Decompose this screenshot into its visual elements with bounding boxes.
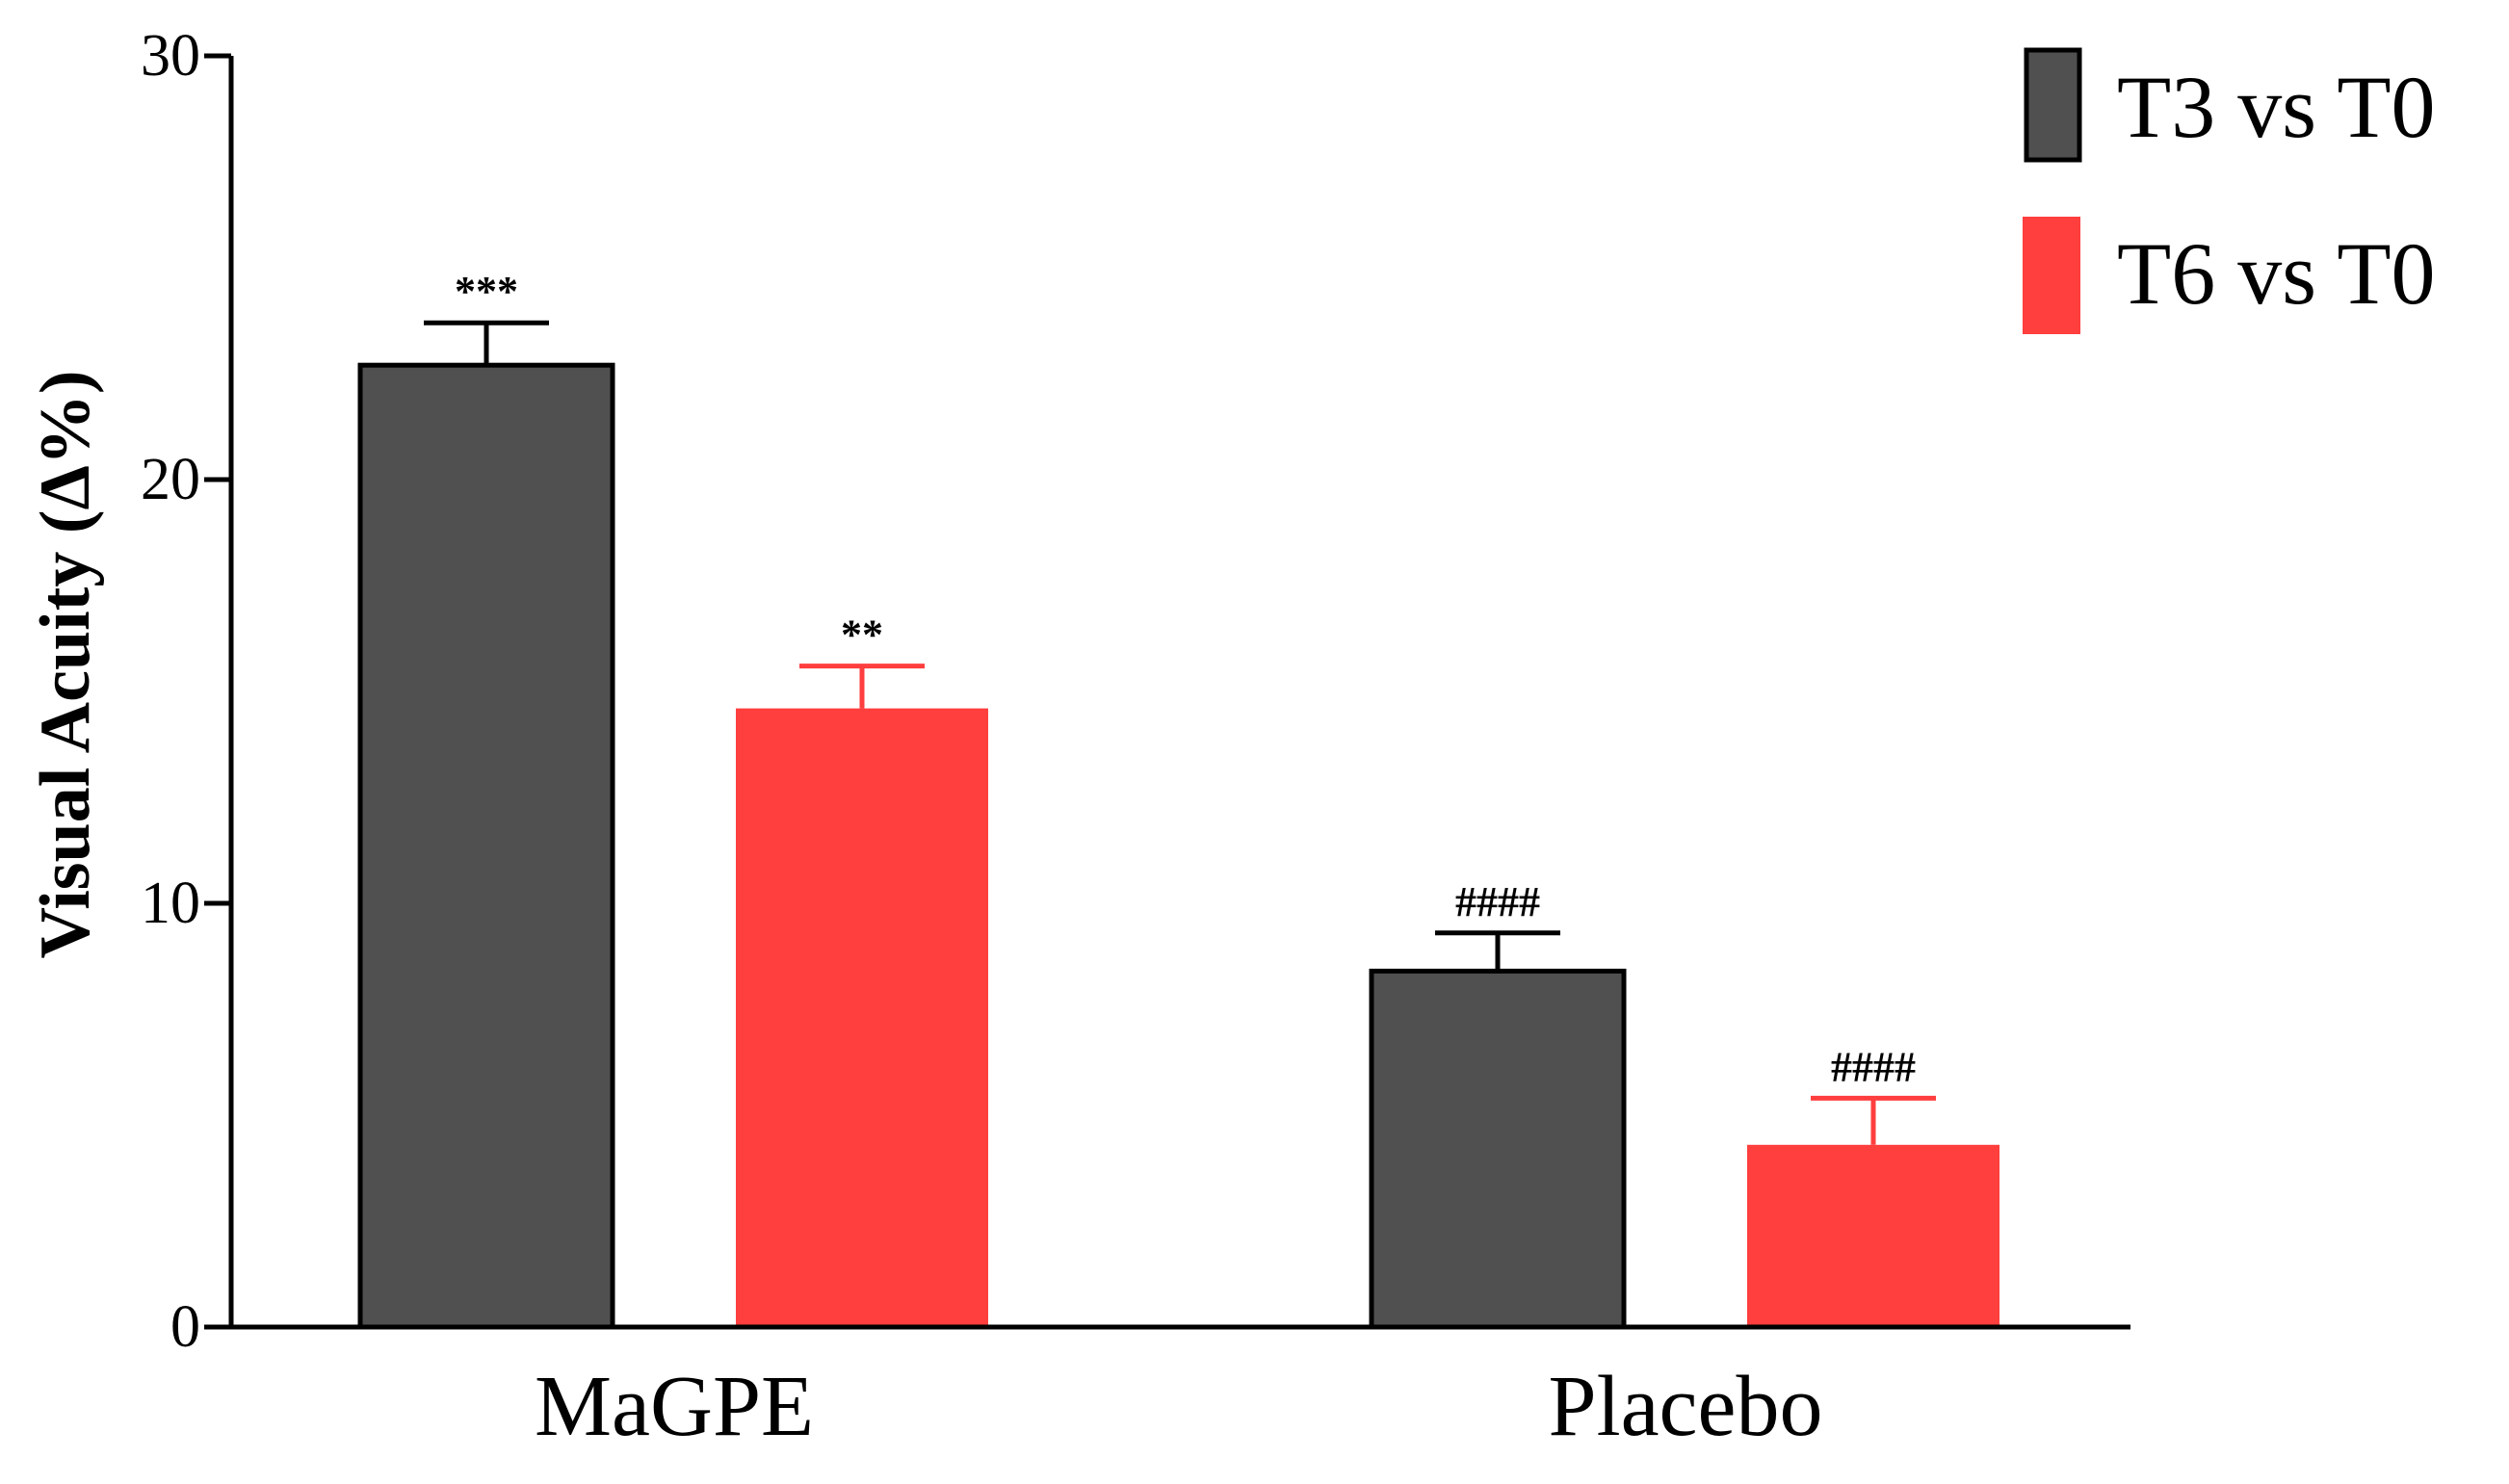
significance-label: #### [1831,1043,1916,1090]
significance-layer: *** #### ** #### [455,268,1916,1090]
category-labels-layer: MaGPE Placebo [535,1359,1822,1454]
y-axis-title: Visual Acuity (Δ%) [26,370,105,958]
y-tick-label: 10 [141,871,200,936]
bar-magpe-t6 [736,708,988,1327]
bar-placebo-t3 [1369,968,1627,1330]
x-category-label: Placebo [1549,1359,1823,1454]
bars-layer [357,362,1999,1330]
bar-placebo-t6 [1747,1144,1999,1327]
legend: T3 vs T0 T6 vs T0 [2023,47,2436,334]
significance-label: *** [455,268,518,315]
significance-label: #### [1455,878,1540,925]
legend-label-t6: T6 vs T0 [2117,224,2436,323]
legend-label-t3: T3 vs T0 [2117,58,2436,156]
y-tick-label: 30 [141,23,200,89]
legend-swatch-t3 [2024,47,2082,163]
y-ticks-layer: 0 10 20 30 [141,23,231,1360]
axes-layer [228,56,2130,1330]
significance-label: ** [841,612,883,659]
bar-magpe-t3 [357,362,615,1330]
x-category-label: MaGPE [535,1359,814,1454]
y-tick-label: 20 [141,447,200,512]
error-bars-layer [424,320,1936,1145]
legend-swatch-t6 [2023,217,2080,334]
y-tick-label: 0 [170,1294,200,1360]
